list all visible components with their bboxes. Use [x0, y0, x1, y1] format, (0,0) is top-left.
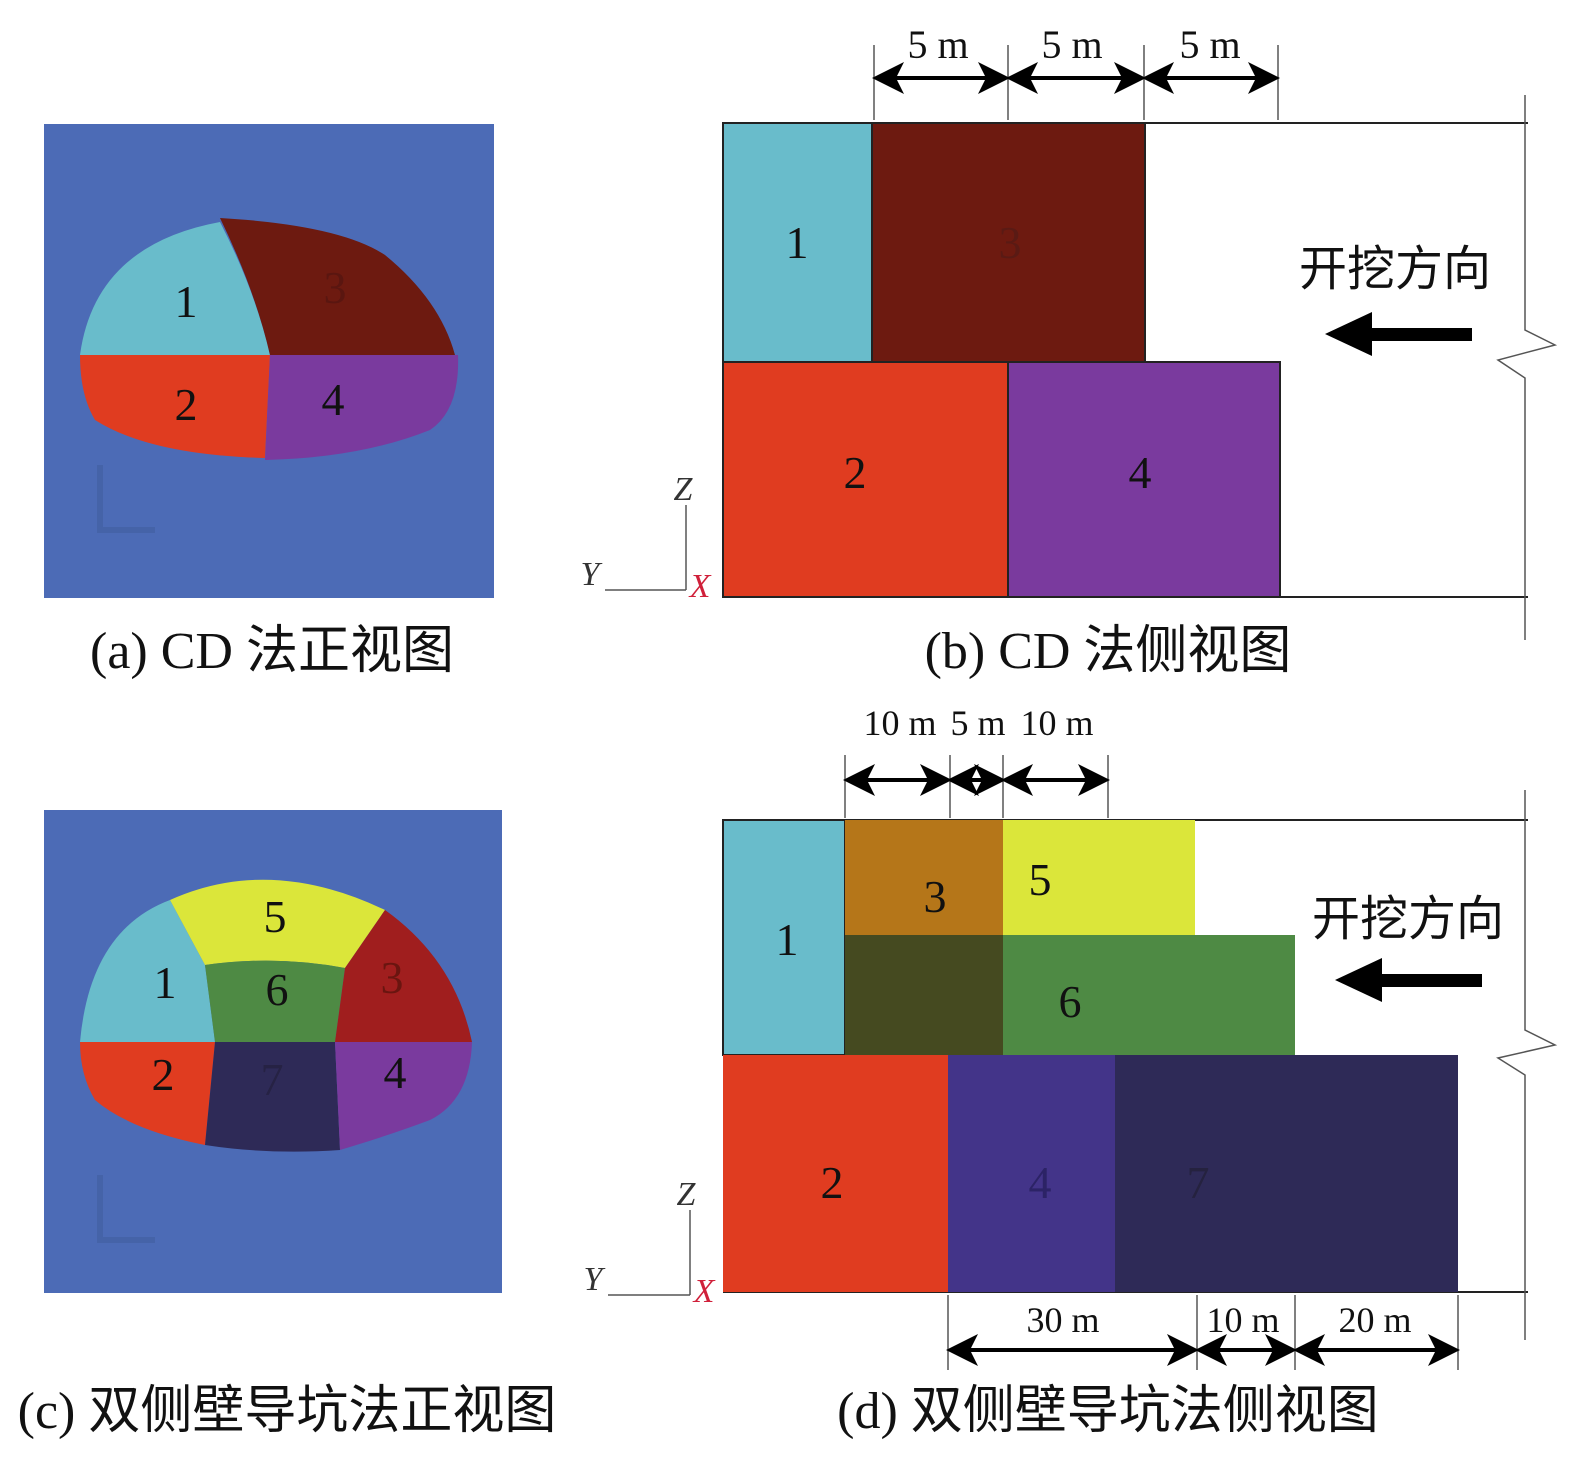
dimension-label: 5 m	[1041, 22, 1102, 67]
section-label-4: 4	[384, 1047, 407, 1098]
panel-a-front-view: 1 2 3 4 (a) CD 法正视图	[44, 124, 494, 680]
dimension-label: 10 m	[1020, 703, 1093, 743]
section-3	[845, 820, 1003, 935]
section-1	[722, 819, 846, 1056]
top-dimensions: 5 m 5 m 5 m	[872, 22, 1280, 120]
section-label-6: 6	[1059, 976, 1082, 1027]
caption-d: (d) 双侧壁导坑法侧视图	[837, 1383, 1379, 1440]
dimension-label: 5 m	[950, 703, 1005, 743]
excavation-direction-label: 开挖方向	[1299, 243, 1491, 296]
section-7	[1115, 1055, 1458, 1292]
section-label-2: 2	[844, 447, 867, 498]
section-label-4: 4	[322, 374, 345, 425]
section-label-4: 4	[1029, 1157, 1052, 1208]
section-label-4: 4	[1129, 447, 1152, 498]
excavation-direction-arrow-icon	[1335, 958, 1482, 1002]
section-2	[723, 1055, 948, 1292]
caption-b: (b) CD 法侧视图	[925, 623, 1292, 680]
section-1	[80, 900, 215, 1042]
section-label-2: 2	[175, 379, 198, 430]
caption-a: (a) CD 法正视图	[90, 623, 454, 680]
break-line	[1496, 790, 1558, 1340]
axis-marker	[97, 1175, 155, 1243]
axis-x-label: X	[688, 568, 712, 605]
section-3-6-overlap	[845, 935, 1003, 1055]
section-4	[1007, 361, 1281, 598]
dimension-label: 10 m	[1206, 1300, 1279, 1340]
axis-y-label: Y	[581, 556, 603, 593]
section-3	[220, 218, 455, 355]
section-1	[722, 122, 873, 363]
section-3	[335, 910, 472, 1042]
axis-z-label: Z	[677, 1176, 697, 1213]
panel-d-side-view: 1 2 3 4 5 6 7 10 m 5 m 10 m 30 m 10 m 20…	[584, 703, 1558, 1440]
section-label-3: 3	[924, 871, 947, 922]
section-7	[205, 1042, 340, 1152]
section-label-6: 6	[266, 964, 289, 1015]
dimension-label: 5 m	[1179, 22, 1240, 67]
top-dimensions: 10 m 5 m 10 m	[843, 703, 1110, 818]
section-4	[948, 1055, 1115, 1292]
panel-b-side-view: 1 2 3 4 5 m 5 m 5 m 开挖方向 Z Y X (b) CD 法侧…	[581, 22, 1558, 680]
section-label-3: 3	[381, 952, 404, 1003]
section-label-2: 2	[152, 1049, 175, 1100]
section-5	[170, 879, 385, 968]
section-2	[80, 1042, 215, 1145]
panel-c-front-view: 1 2 3 4 5 6 7 (c) 双侧壁导坑法正视图	[18, 810, 557, 1440]
section-label-1: 1	[786, 217, 809, 268]
section-2	[722, 361, 1009, 598]
section-label-5: 5	[1029, 854, 1052, 905]
caption-c: (c) 双侧壁导坑法正视图	[18, 1383, 557, 1440]
section-label-3: 3	[324, 262, 347, 313]
section-3	[871, 122, 1146, 363]
section-label-3: 3	[999, 217, 1022, 268]
dimension-label: 20 m	[1338, 1300, 1411, 1340]
axis-z-label: Z	[674, 471, 694, 508]
dimension-label: 10 m	[863, 703, 936, 743]
section-label-7: 7	[261, 1054, 284, 1105]
section-label-5: 5	[264, 891, 287, 942]
axis-x-label: X	[692, 1273, 716, 1310]
dimension-label: 30 m	[1026, 1300, 1099, 1340]
section-1	[80, 222, 270, 355]
excavation-direction-arrow-icon	[1325, 312, 1472, 356]
section-label-1: 1	[776, 914, 799, 965]
section-4	[265, 355, 459, 460]
section-5	[1003, 820, 1195, 935]
section-label-7: 7	[1187, 1157, 1210, 1208]
excavation-direction-label: 开挖方向	[1312, 893, 1504, 946]
section-label-1: 1	[154, 957, 177, 1008]
break-line	[1496, 95, 1558, 640]
section-label-1: 1	[175, 276, 198, 327]
section-2	[80, 355, 270, 458]
dimension-label: 5 m	[907, 22, 968, 67]
section-4	[335, 1042, 472, 1150]
section-label-2: 2	[821, 1157, 844, 1208]
section-6	[1003, 935, 1295, 1055]
axis-marker	[97, 465, 155, 533]
axis-y-label: Y	[584, 1261, 606, 1298]
section-6	[205, 960, 345, 1042]
axis-triad: Z Y X	[581, 471, 712, 605]
axis-triad: Z Y X	[584, 1176, 716, 1310]
bottom-dimensions: 30 m 10 m 20 m	[946, 1295, 1460, 1370]
